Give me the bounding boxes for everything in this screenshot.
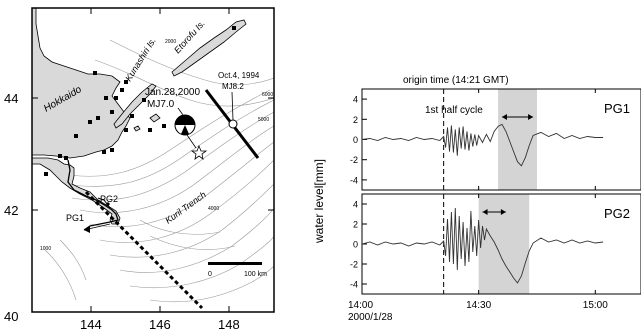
x-tick-label: 14:30 (466, 300, 491, 311)
land-masses (32, 8, 247, 225)
y-tick-label: 0 (353, 240, 358, 250)
bathymetry-contours (44, 39, 274, 303)
shaded-window (478, 194, 530, 294)
etorofu-island (171, 19, 247, 77)
epicenter-2000-star (190, 144, 208, 160)
pg2-marker (106, 202, 110, 206)
map-frame (31, 7, 275, 313)
focal-mechanism-2000 (174, 107, 197, 149)
y-tick-label: -2 (350, 260, 358, 270)
series-label: PG2 (604, 206, 630, 221)
y-tick-label: 2 (353, 115, 358, 125)
scale-bar: 0 100 km (208, 262, 267, 278)
series-line (361, 207, 604, 284)
lon-tick-146: 146 (149, 317, 171, 329)
x-tick-label: 14:00 (348, 300, 373, 311)
lat-tick-42: 42 (4, 203, 18, 218)
water-level-chart: origin time (14:21 GMT) water level[mm] … (312, 75, 641, 323)
kunashiri-island (113, 83, 157, 129)
arrow-head-right (500, 209, 506, 215)
arrow-head-right (528, 114, 534, 120)
y-tick-label: 4 (353, 200, 358, 210)
arrow-head-left (482, 209, 488, 215)
contour-label: 2000 (165, 39, 176, 45)
shikotan-island (149, 113, 161, 123)
contour-label: 1000 (40, 246, 51, 252)
pg2-label: PG2 (100, 194, 118, 204)
contour-label: 4000 (208, 206, 219, 212)
y-tick-label: -4 (350, 175, 358, 185)
lon-tick-144: 144 (80, 317, 102, 329)
contour-label: 6000 (262, 92, 273, 98)
y-axis-label: water level[mm] (312, 159, 326, 244)
cable-route (67, 159, 119, 231)
scale-km: 100 km (244, 271, 267, 278)
lat-tick-40: 40 (4, 309, 18, 324)
scale-zero: 0 (208, 271, 212, 278)
event-2000-magnitude: MJ7.0 (147, 99, 175, 110)
arrow-head-left (501, 114, 507, 120)
event-2000-date: Jan.28,2000 (145, 87, 200, 98)
epicenter-1994 (228, 119, 238, 129)
y-tick-label: -2 (350, 155, 358, 165)
series-label: PG1 (604, 101, 630, 116)
kunashiri-label: Kunashiri Is. (123, 36, 158, 83)
hokkaido-landmass (32, 8, 121, 225)
fault-dashed (84, 190, 204, 310)
y-tick-label: 4 (353, 95, 358, 105)
contour-label: 5000 (258, 117, 269, 123)
habomai-islands (133, 125, 141, 132)
lat-tick-44: 44 (4, 91, 18, 106)
lon-tick-148: 148 (218, 317, 240, 329)
y-tick-label: 0 (353, 135, 358, 145)
map-panel: Hokkaido Kunashiri Is. Etorofu Is. Kuril… (4, 7, 275, 329)
event-1994-date: Oct.4, 1994 (218, 71, 260, 80)
shaded-window (498, 89, 537, 190)
x-tick-label: 15:00 (583, 300, 608, 311)
hokkaido-main (32, 8, 131, 159)
pg1-label: PG1 (66, 213, 84, 223)
chart-title: origin time (14:21 GMT) (403, 75, 509, 86)
station-markers (44, 26, 236, 176)
series-line (361, 123, 604, 167)
x-subtitle: 2000/1/28 (348, 312, 393, 323)
y-tick-label: -4 (350, 280, 358, 290)
y-tick-label: 2 (353, 220, 358, 230)
annotation-label: 1st half cycle (425, 105, 483, 116)
event-1994-magnitude: MJ8.2 (222, 82, 244, 91)
